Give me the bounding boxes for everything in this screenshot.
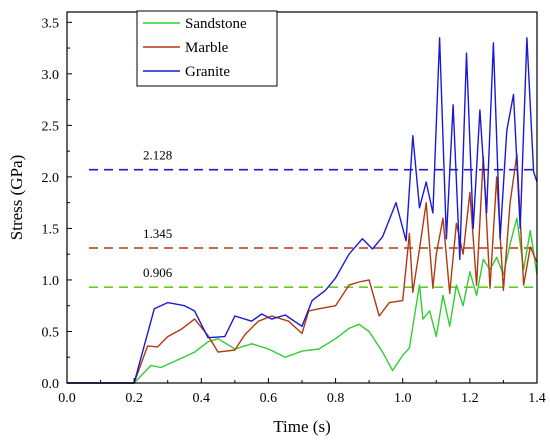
y-tick-label: 1.5 [42, 222, 60, 237]
x-tick-label: 0.6 [260, 391, 278, 406]
y-tick-label: 0.0 [42, 377, 60, 392]
y-axis-title: Stress (GPa) [7, 155, 26, 240]
y-tick-label: 3.0 [42, 68, 60, 83]
legend: Sandstone Marble Granite [136, 10, 278, 87]
y-tick-label: 2.0 [42, 171, 60, 186]
legend-label-marble: Marble [185, 40, 229, 56]
x-tick-label: 0.2 [125, 391, 143, 406]
series-line-granite [67, 37, 538, 384]
x-axis-title: Time (s) [273, 417, 330, 436]
x-tick-label: 1.0 [394, 391, 412, 406]
y-tick-label: 1.0 [42, 274, 60, 289]
legend-label-sandstone: Sandstone [185, 16, 247, 32]
y-tick-label: 2.5 [42, 119, 60, 134]
reference-label-granite: 2.128 [143, 148, 172, 163]
legend-label-granite: Granite [185, 64, 230, 80]
axis-ticks: 0.0 0.2 0.4 0.6 0.8 1.0 1.2 1.4 0.0 0.5 1.0 1.5 2.0 2… [42, 16, 546, 406]
series-line-sandstone [67, 217, 538, 384]
y-tick-label: 3.5 [42, 16, 60, 31]
series-line-marble [67, 153, 538, 384]
x-tick-label: 0.8 [327, 391, 345, 406]
x-tick-label: 1.2 [461, 391, 479, 406]
x-tick-label: 1.4 [528, 391, 546, 406]
reference-label-marble: 1.345 [143, 226, 172, 241]
x-tick-label: 0.0 [58, 391, 76, 406]
x-tick-label: 0.4 [193, 391, 211, 406]
y-tick-label: 0.5 [42, 325, 60, 340]
series-lines [67, 37, 538, 384]
reference-label-sandstone: 0.906 [143, 265, 173, 280]
